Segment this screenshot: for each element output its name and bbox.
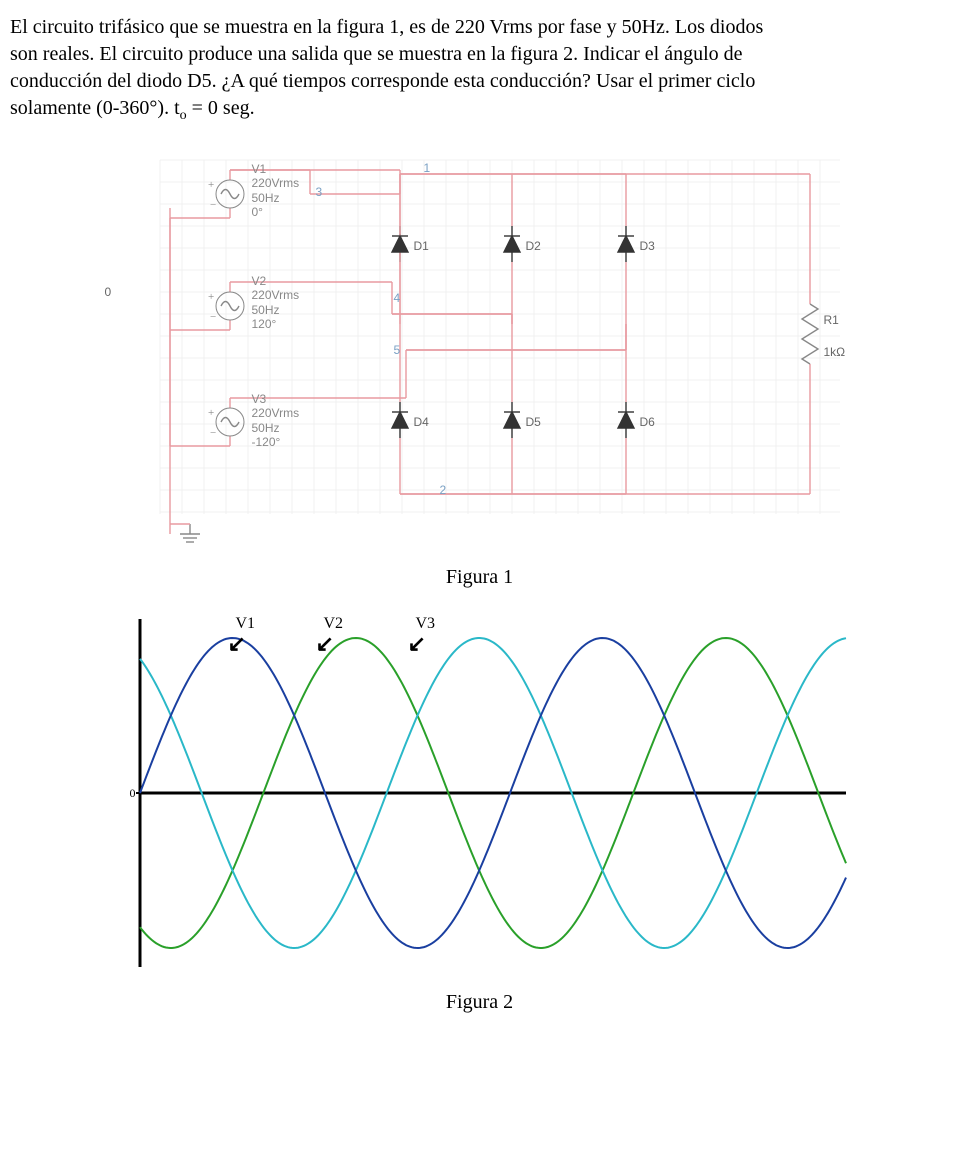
node-4: 4: [394, 290, 401, 306]
v2-ph: 120°: [252, 317, 300, 331]
label-r1-val: 1kΩ: [824, 344, 846, 360]
figure-2-caption: Figura 2: [446, 989, 513, 1016]
node-0: 0: [105, 284, 112, 300]
source-v1-text: V1 220Vrms 50Hz 0°: [252, 162, 300, 220]
svg-text:+: +: [208, 407, 214, 419]
waves-svg: [110, 613, 850, 973]
arrow-icon: ↙: [316, 629, 334, 659]
figure-1-wrap: + − + − + − V1 220Vrms 50Hz 0° V2 220Vrms 50H…: [10, 144, 949, 609]
svg-text:+: +: [208, 179, 214, 191]
label-d4: D4: [414, 414, 429, 430]
zero-label: 0: [130, 785, 136, 801]
line4a: solamente (0-360°). t: [10, 97, 180, 119]
svg-text:−: −: [210, 199, 216, 211]
arrow-icon: ↙: [228, 629, 246, 659]
line4b: = 0 seg.: [187, 97, 255, 119]
v2-name: V2: [252, 274, 300, 288]
v3-v: 220Vrms: [252, 406, 300, 420]
v1-v: 220Vrms: [252, 176, 300, 190]
label-d6: D6: [640, 414, 655, 430]
waveform-chart: V1 V2 V3 ↙ ↙ ↙ 0: [110, 613, 850, 973]
node-1: 1: [424, 160, 431, 176]
source-v2-text: V2 220Vrms 50Hz 120°: [252, 274, 300, 332]
label-d5: D5: [526, 414, 541, 430]
label-r1: R1: [824, 312, 839, 328]
line1: El circuito trifásico que se muestra en …: [10, 16, 763, 38]
source-v3-text: V3 220Vrms 50Hz -120°: [252, 392, 300, 450]
problem-statement: El circuito trifásico que se muestra en …: [10, 14, 949, 126]
label-d1: D1: [414, 238, 429, 254]
svg-text:+: +: [208, 291, 214, 303]
v2-v: 220Vrms: [252, 288, 300, 302]
figure-2-wrap: V1 V2 V3 ↙ ↙ ↙ 0 Figura 2: [10, 609, 949, 1034]
label-d2: D2: [526, 238, 541, 254]
v1-f: 50Hz: [252, 191, 300, 205]
label-d3: D3: [640, 238, 655, 254]
circuit-svg: + − + − + −: [100, 154, 860, 554]
svg-text:−: −: [210, 427, 216, 439]
v3-name: V3: [252, 392, 300, 406]
line2: son reales. El circuito produce una sali…: [10, 43, 743, 65]
line4-sub: o: [180, 108, 187, 123]
circuit-diagram: + − + − + − V1 220Vrms 50Hz 0° V2 220Vrms 50H…: [100, 154, 860, 554]
v2-f: 50Hz: [252, 303, 300, 317]
figure-1-caption: Figura 1: [446, 564, 513, 591]
node-5: 5: [394, 342, 401, 358]
v1-ph: 0°: [252, 205, 300, 219]
v3-f: 50Hz: [252, 421, 300, 435]
svg-text:−: −: [210, 311, 216, 323]
node-2: 2: [440, 482, 447, 498]
node-3: 3: [316, 184, 323, 200]
v1-name: V1: [252, 162, 300, 176]
arrow-icon: ↙: [408, 629, 426, 659]
v3-ph: -120°: [252, 435, 300, 449]
line3: conducción del diodo D5. ¿A qué tiempos …: [10, 70, 755, 92]
